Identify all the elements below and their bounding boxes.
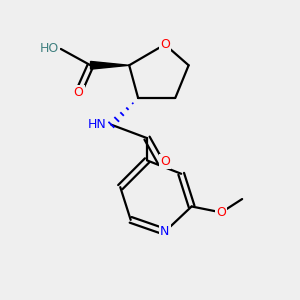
Text: O: O bbox=[74, 85, 84, 98]
Text: O: O bbox=[216, 206, 226, 219]
Text: O: O bbox=[160, 155, 170, 168]
Polygon shape bbox=[91, 61, 129, 69]
Text: N: N bbox=[160, 225, 170, 238]
Text: HO: HO bbox=[40, 42, 59, 56]
Text: O: O bbox=[160, 38, 170, 51]
Text: HN: HN bbox=[88, 118, 107, 131]
